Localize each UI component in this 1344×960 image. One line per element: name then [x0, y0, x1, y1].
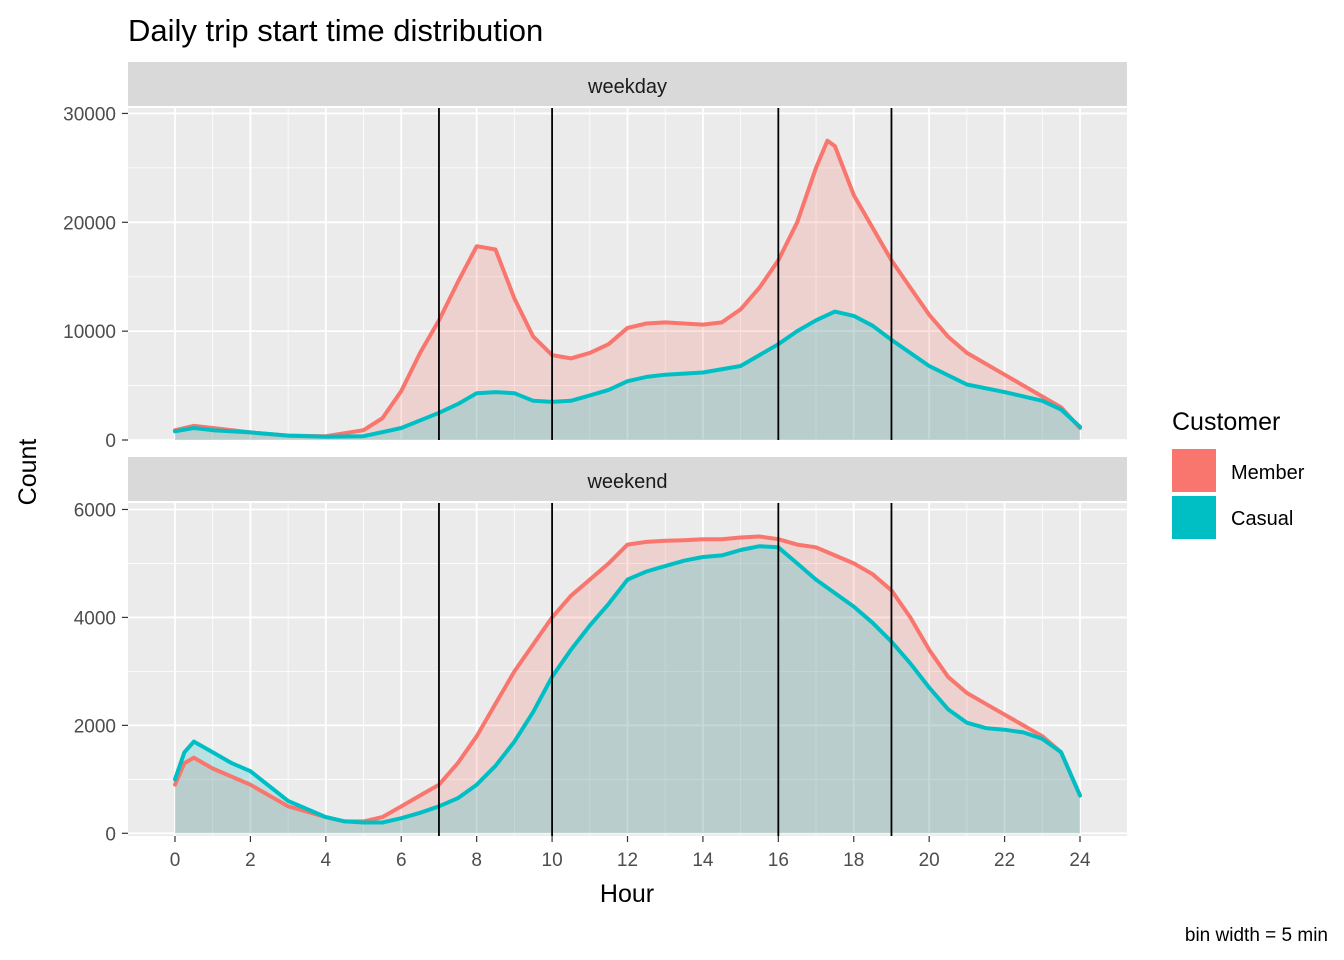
- x-axis: 0 2 4 6 8 10 12 14 16 18 20 22 24: [170, 836, 1091, 871]
- facet-panel-weekend: weekend 0 2000 4000 6000: [74, 457, 1127, 845]
- legend-key-casual: [1172, 496, 1216, 539]
- x-tick-label: 6: [396, 850, 407, 871]
- x-axis-title: Hour: [600, 880, 654, 908]
- chart-title: Daily trip start time distribution: [128, 13, 543, 48]
- x-tick-label: 14: [692, 850, 714, 871]
- facet-strip: [128, 457, 1127, 501]
- area-member: [175, 536, 1080, 834]
- y-tick-label: 0: [105, 824, 116, 845]
- x-tick-label: 22: [994, 850, 1015, 871]
- legend-key-member: [1172, 449, 1216, 492]
- facet-strip-label: weekday: [587, 76, 667, 98]
- y-tick-label: 20000: [63, 213, 116, 234]
- x-tick-label: 20: [919, 850, 940, 871]
- facet-panel-weekday: weekday 0 10000 20000 30000: [63, 62, 1127, 452]
- chart-caption: bin width = 5 min: [1185, 925, 1328, 946]
- y-tick-label: 2000: [74, 716, 116, 737]
- x-tick-label: 18: [843, 850, 864, 871]
- facet-strip-label: weekend: [586, 471, 667, 493]
- line-casual: [173, 544, 1082, 825]
- line-member: [173, 138, 1082, 439]
- x-tick-label: 2: [245, 850, 256, 871]
- area-casual: [175, 311, 1080, 440]
- x-tick-label: 8: [471, 850, 482, 871]
- legend: Customer Member Casual: [1172, 408, 1305, 539]
- line-casual: [173, 309, 1082, 439]
- y-tick-label: 30000: [63, 104, 116, 125]
- area-casual: [175, 546, 1080, 834]
- facet-strip: [128, 62, 1127, 106]
- x-tick-label: 16: [768, 850, 789, 871]
- x-tick-label: 10: [542, 850, 563, 871]
- y-tick-label: 4000: [74, 608, 116, 629]
- y-tick-label: 10000: [63, 322, 116, 343]
- x-tick-label: 12: [617, 850, 638, 871]
- legend-label-member: Member: [1231, 462, 1305, 484]
- area-member: [175, 140, 1080, 440]
- legend-label-casual: Casual: [1231, 508, 1293, 530]
- y-tick-label: 0: [105, 431, 116, 452]
- legend-title: Customer: [1172, 408, 1280, 436]
- y-tick-label: 6000: [74, 500, 116, 521]
- x-tick-label: 4: [321, 850, 332, 871]
- x-tick-label: 24: [1069, 850, 1091, 871]
- y-axis-title: Count: [14, 439, 42, 506]
- x-tick-label: 0: [170, 850, 181, 871]
